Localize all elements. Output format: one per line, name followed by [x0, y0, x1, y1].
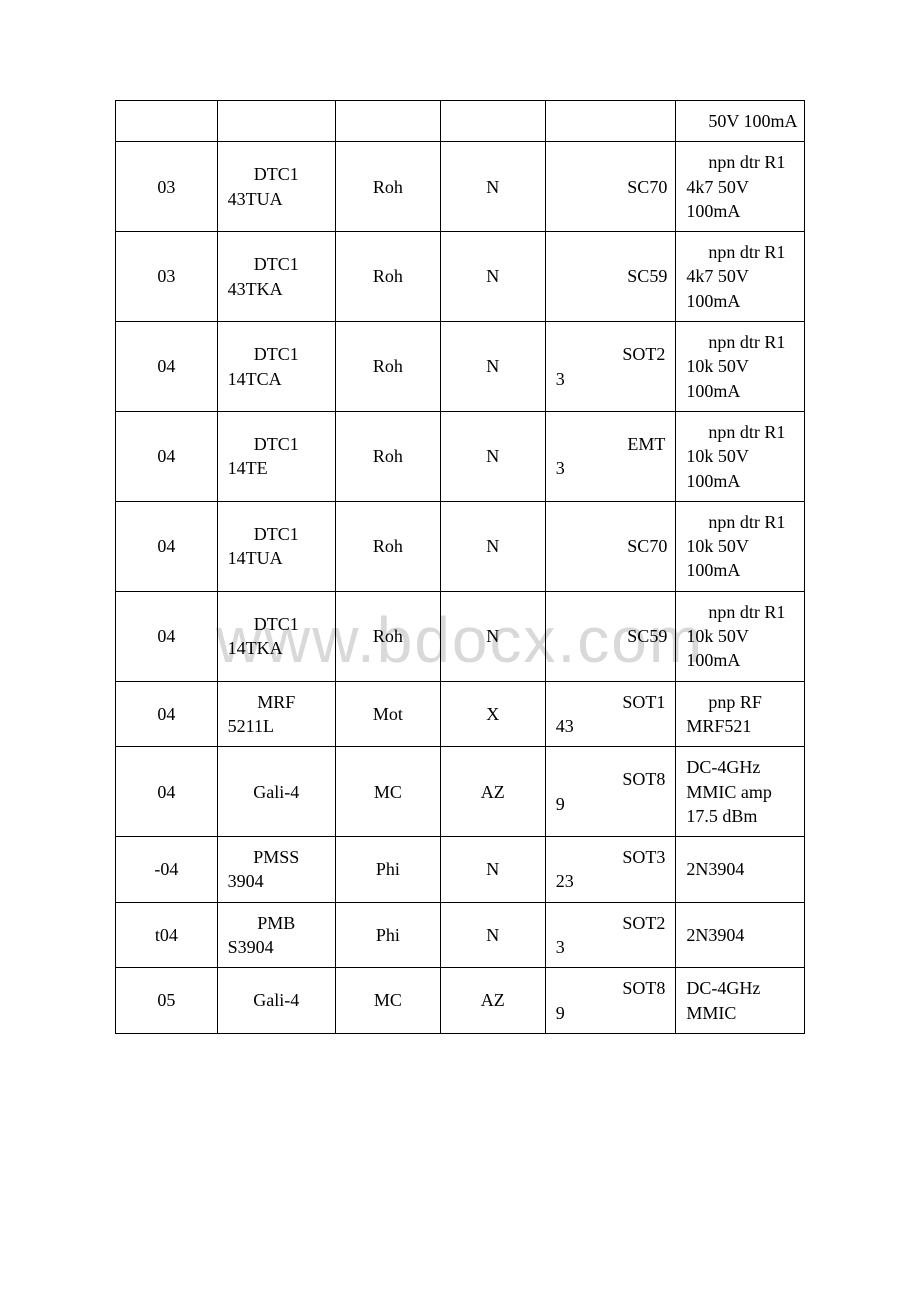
cell-package: SOT89: [545, 968, 676, 1034]
cell-desc: npn dtr R1 10k 50V 100mA: [676, 591, 805, 681]
cell-type: AZ: [440, 747, 545, 837]
cell-part: DTC114TCA: [217, 322, 335, 412]
cell-part: PMSS3904: [217, 837, 335, 903]
cell-package: SC70: [545, 501, 676, 591]
cell-type: N: [440, 591, 545, 681]
cell-type: N: [440, 232, 545, 322]
cell-package: SOT23: [545, 322, 676, 412]
component-table: 50V 100mA03DTC143TUARohNSC70npn dtr R1 4…: [115, 100, 805, 1034]
cell-code: 05: [116, 968, 218, 1034]
cell-type: X: [440, 681, 545, 747]
cell-part: [217, 101, 335, 142]
cell-code: 03: [116, 232, 218, 322]
table-row: 04MRF5211LMotXSOT143pnp RF MRF521: [116, 681, 805, 747]
cell-desc: 50V 100mA: [676, 101, 805, 142]
table-row: 05Gali-4MCAZSOT89DC-4GHz MMIC: [116, 968, 805, 1034]
cell-code: 04: [116, 501, 218, 591]
table-row: t04PMBS3904PhiNSOT232N3904: [116, 902, 805, 968]
table-row: 04Gali-4MCAZSOT89DC-4GHz MMIC amp 17.5 d…: [116, 747, 805, 837]
cell-desc: pnp RF MRF521: [676, 681, 805, 747]
cell-type: N: [440, 837, 545, 903]
cell-desc: 2N3904: [676, 837, 805, 903]
table-row: 04DTC114TKARohNSC59npn dtr R1 10k 50V 10…: [116, 591, 805, 681]
cell-type: N: [440, 142, 545, 232]
cell-code: -04: [116, 837, 218, 903]
cell-code: 04: [116, 322, 218, 412]
cell-package: SC70: [545, 142, 676, 232]
table-row: 03DTC143TKARohNSC59npn dtr R1 4k7 50V 10…: [116, 232, 805, 322]
cell-mfr: Roh: [335, 591, 440, 681]
cell-desc: npn dtr R1 10k 50V 100mA: [676, 322, 805, 412]
cell-mfr: Roh: [335, 501, 440, 591]
cell-code: [116, 101, 218, 142]
cell-mfr: Phi: [335, 902, 440, 968]
table-row: 04DTC114TCARohNSOT23npn dtr R1 10k 50V 1…: [116, 322, 805, 412]
cell-package: SOT23: [545, 902, 676, 968]
cell-part: PMBS3904: [217, 902, 335, 968]
cell-code: 04: [116, 681, 218, 747]
cell-type: N: [440, 902, 545, 968]
cell-part: DTC143TUA: [217, 142, 335, 232]
cell-code: 04: [116, 411, 218, 501]
cell-type: AZ: [440, 968, 545, 1034]
table-row: 03DTC143TUARohNSC70npn dtr R1 4k7 50V 10…: [116, 142, 805, 232]
table-row: 04DTC114TERohNEMT3npn dtr R1 10k 50V 100…: [116, 411, 805, 501]
cell-code: 04: [116, 747, 218, 837]
cell-desc: DC-4GHz MMIC: [676, 968, 805, 1034]
cell-desc: npn dtr R1 10k 50V 100mA: [676, 501, 805, 591]
cell-part: Gali-4: [217, 968, 335, 1034]
cell-package: SC59: [545, 591, 676, 681]
cell-part: MRF5211L: [217, 681, 335, 747]
cell-part: DTC143TKA: [217, 232, 335, 322]
cell-mfr: Roh: [335, 322, 440, 412]
cell-type: [440, 101, 545, 142]
cell-part: DTC114TUA: [217, 501, 335, 591]
cell-part: Gali-4: [217, 747, 335, 837]
cell-package: [545, 101, 676, 142]
cell-package: SOT143: [545, 681, 676, 747]
cell-package: SOT89: [545, 747, 676, 837]
cell-part: DTC114TKA: [217, 591, 335, 681]
table-row: 04DTC114TUARohNSC70npn dtr R1 10k 50V 10…: [116, 501, 805, 591]
table-row: 50V 100mA: [116, 101, 805, 142]
cell-mfr: Roh: [335, 142, 440, 232]
cell-mfr: Roh: [335, 411, 440, 501]
cell-type: N: [440, 322, 545, 412]
cell-type: N: [440, 501, 545, 591]
cell-code: 04: [116, 591, 218, 681]
cell-desc: npn dtr R1 10k 50V 100mA: [676, 411, 805, 501]
cell-mfr: Roh: [335, 232, 440, 322]
cell-package: SC59: [545, 232, 676, 322]
cell-mfr: [335, 101, 440, 142]
cell-part: DTC114TE: [217, 411, 335, 501]
cell-mfr: Mot: [335, 681, 440, 747]
cell-package: EMT3: [545, 411, 676, 501]
table-row: -04PMSS3904PhiNSOT3232N3904: [116, 837, 805, 903]
cell-desc: npn dtr R1 4k7 50V 100mA: [676, 232, 805, 322]
cell-package: SOT323: [545, 837, 676, 903]
cell-type: N: [440, 411, 545, 501]
cell-code: 03: [116, 142, 218, 232]
cell-desc: 2N3904: [676, 902, 805, 968]
cell-mfr: Phi: [335, 837, 440, 903]
cell-desc: npn dtr R1 4k7 50V 100mA: [676, 142, 805, 232]
cell-mfr: MC: [335, 968, 440, 1034]
cell-desc: DC-4GHz MMIC amp 17.5 dBm: [676, 747, 805, 837]
cell-code: t04: [116, 902, 218, 968]
cell-mfr: MC: [335, 747, 440, 837]
